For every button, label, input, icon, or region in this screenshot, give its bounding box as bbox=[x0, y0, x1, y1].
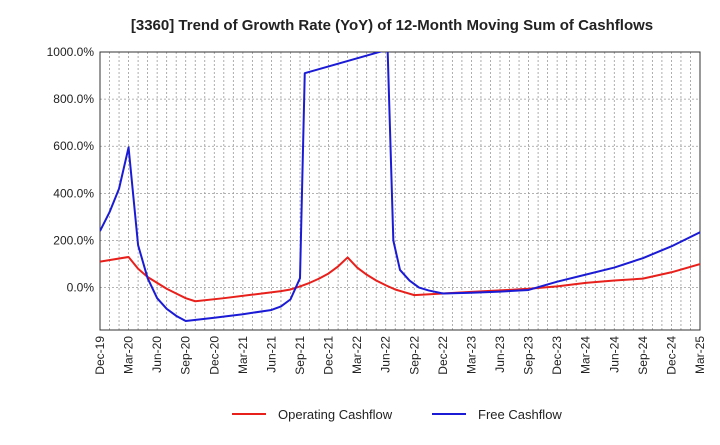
x-tick-label: Jun-20 bbox=[150, 336, 164, 373]
grid-lines bbox=[99, 51, 701, 330]
x-tick-label: Mar-20 bbox=[122, 336, 136, 374]
legend-label: Operating Cashflow bbox=[278, 407, 393, 422]
legend-label: Free Cashflow bbox=[478, 407, 562, 422]
x-tick-label: Dec-22 bbox=[436, 336, 450, 375]
y-tick-label: 1000.0% bbox=[47, 45, 95, 59]
x-tick-label: Sep-22 bbox=[407, 336, 421, 375]
x-tick-label: Jun-23 bbox=[493, 336, 507, 373]
x-tick-label: Mar-21 bbox=[236, 336, 250, 374]
legend: Operating Cashflow Free Cashflow bbox=[232, 407, 562, 422]
x-tick-label: Sep-23 bbox=[522, 336, 536, 375]
x-tick-label: Jun-24 bbox=[607, 336, 621, 373]
y-tick-label: 600.0% bbox=[53, 139, 94, 153]
series-lines bbox=[100, 52, 700, 323]
x-tick-label: Dec-21 bbox=[322, 336, 336, 375]
series-line-operating-cashflow bbox=[100, 255, 700, 303]
x-tick-label: Jun-22 bbox=[379, 336, 393, 373]
plot-frame bbox=[99, 51, 701, 331]
x-tick-label: Sep-24 bbox=[636, 336, 650, 375]
chart-title: [3360] Trend of Growth Rate (YoY) of 12-… bbox=[131, 17, 653, 34]
y-tick-label: 800.0% bbox=[53, 92, 94, 106]
x-tick-label: Mar-24 bbox=[579, 336, 593, 374]
axes: 0.0% 200.0% 400.0% 600.0% 800.0% 1000.0% Dec-1… bbox=[47, 45, 707, 375]
x-tick-label: Dec-24 bbox=[664, 336, 678, 375]
series-line-free-cashflow bbox=[100, 52, 700, 323]
y-tick-label: 200.0% bbox=[53, 233, 94, 247]
y-tick-label: 400.0% bbox=[53, 186, 94, 200]
x-tick-label: Dec-23 bbox=[550, 336, 564, 375]
x-tick-label: Sep-20 bbox=[179, 336, 193, 375]
x-tick-label: Dec-20 bbox=[207, 336, 221, 375]
x-tick-label: Jun-21 bbox=[264, 336, 278, 373]
x-tick-label: Dec-19 bbox=[93, 336, 107, 375]
x-tick-label: Mar-25 bbox=[693, 336, 707, 374]
x-tick-label: Mar-22 bbox=[350, 336, 364, 374]
x-tick-label: Sep-21 bbox=[293, 336, 307, 375]
x-tick-label: Mar-23 bbox=[464, 336, 478, 374]
y-tick-label: 0.0% bbox=[67, 281, 95, 295]
